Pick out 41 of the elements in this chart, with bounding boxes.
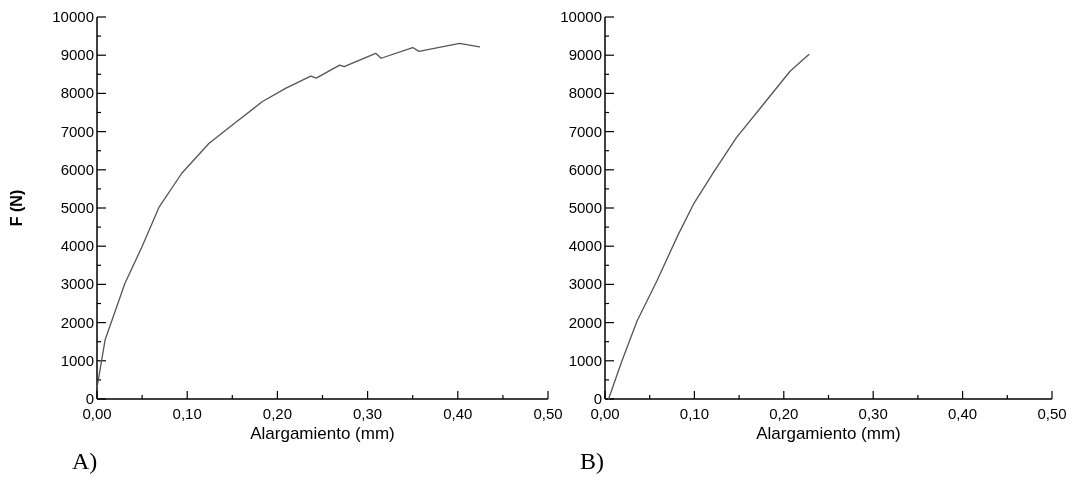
x-tick-label: 0,10	[172, 405, 202, 422]
y-tick-label: 4000	[60, 237, 94, 255]
text: A)	[72, 448, 98, 474]
x-tick-label: 0,20	[769, 405, 799, 422]
y-tick-label: 6000	[60, 160, 94, 178]
x-tick-label: 0,40	[948, 405, 978, 422]
y-tick-label: 3000	[568, 275, 602, 293]
text: B)	[580, 448, 604, 474]
y-tick-label: 6000	[568, 160, 602, 178]
x-tick-label: 0,30	[353, 405, 383, 422]
y-tick-label: 9000	[60, 46, 94, 64]
y-tick-label: 2000	[60, 313, 94, 331]
y-tick-label: 3000	[60, 275, 94, 293]
y-tick-label: 0	[85, 390, 94, 407]
line-series	[96, 42, 481, 389]
y-tick-label: 4000	[568, 237, 602, 255]
x-tick-label: 0,00	[590, 405, 620, 422]
y-tick-label: 1000	[568, 351, 602, 369]
y-tick-label: 7000	[568, 122, 602, 140]
y-tick-label: 10000	[560, 8, 602, 25]
y-tick-label: 5000	[60, 199, 94, 216]
y-tick-label: 5000	[568, 199, 602, 216]
x-tick-label: 0,00	[82, 405, 112, 422]
y-axis-title: F (N)	[8, 189, 25, 227]
x-axis-title: Alargamiento (mm)	[250, 424, 395, 443]
line-series	[607, 53, 810, 400]
y-tick-label: 8000	[568, 84, 602, 102]
x-tick-label: 0,50	[533, 405, 563, 422]
y-tick-label: 0	[593, 390, 602, 407]
x-tick-label: 0,40	[443, 405, 473, 422]
x-axis-title: Alargamiento (mm)	[756, 424, 901, 443]
x-tick-label: 0,30	[858, 405, 888, 422]
y-tick-label: 10000	[52, 8, 94, 25]
x-tick-label: 0,50	[1037, 405, 1067, 422]
y-tick-label: 9000	[568, 46, 602, 64]
y-tick-label: 7000	[60, 122, 94, 140]
y-tick-label: 8000	[60, 84, 94, 102]
y-tick-label: 2000	[568, 313, 602, 331]
y-tick-label: 1000	[60, 351, 94, 369]
x-tick-label: 0,10	[679, 405, 709, 422]
x-tick-label: 0,20	[262, 405, 292, 422]
